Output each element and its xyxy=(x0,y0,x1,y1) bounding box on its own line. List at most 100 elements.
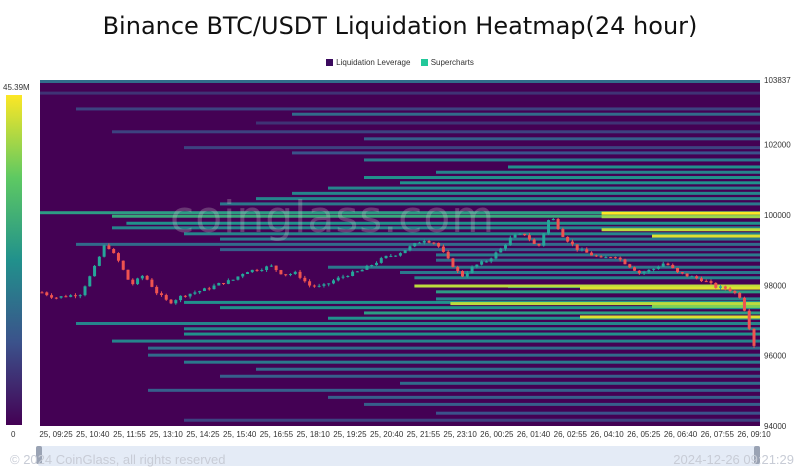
candle-body xyxy=(255,269,259,271)
candle-body xyxy=(73,295,77,297)
hot-liquidation-level xyxy=(601,215,760,219)
chart-legend: Liquidation Leverage Supercharts xyxy=(0,58,800,67)
liquidation-level-band xyxy=(328,265,760,269)
candle-body xyxy=(408,246,412,251)
candle-body xyxy=(742,297,746,311)
candle-body xyxy=(451,258,455,268)
liquidation-level-band xyxy=(112,130,760,134)
candle-body xyxy=(747,310,751,329)
candle-body xyxy=(551,218,555,221)
candle-body xyxy=(140,275,144,279)
candle-body xyxy=(594,255,598,257)
liquidation-level-band xyxy=(364,137,760,141)
x-tick-label: 25, 15:40 xyxy=(223,430,257,439)
candle-body xyxy=(164,295,168,300)
candle-body xyxy=(623,259,627,265)
y-tick-label: 94000 xyxy=(764,422,787,431)
candle-body xyxy=(628,264,632,268)
x-axis-ticks: 25, 09:25 25, 10:40 25, 11:55 25, 13:10 25, … xyxy=(39,430,771,439)
liquidation-level-band xyxy=(76,321,760,325)
candle-body xyxy=(709,281,713,283)
candle-body xyxy=(336,277,340,281)
candle-body xyxy=(590,252,594,256)
hot-liquidation-level xyxy=(601,228,760,232)
x-tick-label: 26, 04:10 xyxy=(590,430,624,439)
liquidation-level-band xyxy=(256,367,760,371)
candle-body xyxy=(723,286,727,289)
candle-body xyxy=(389,255,393,257)
candle-body xyxy=(341,276,345,278)
candle-body xyxy=(112,249,116,254)
candle-body xyxy=(269,265,273,267)
hot-liquidation-level xyxy=(580,315,760,319)
x-tick-label: 26, 07:55 xyxy=(701,430,735,439)
candle-body xyxy=(116,253,120,261)
x-tick-label: 26, 00:25 xyxy=(480,430,514,439)
candle-body xyxy=(274,265,278,271)
candle-body xyxy=(155,286,159,294)
candle-body xyxy=(666,263,670,265)
candle-body xyxy=(699,278,703,282)
candle-body xyxy=(169,299,173,304)
candle-body xyxy=(88,276,92,287)
candle-body xyxy=(704,281,708,283)
candle-body xyxy=(714,282,718,288)
candle-body xyxy=(523,233,527,236)
time-range-scroller[interactable] xyxy=(38,446,760,466)
candle-body xyxy=(298,271,302,278)
x-tick-label: 25, 18:10 xyxy=(296,430,330,439)
liquidation-level-band xyxy=(256,121,760,125)
candle-body xyxy=(527,235,531,240)
candle-body xyxy=(532,239,536,244)
legend-item-supercharts[interactable]: Supercharts xyxy=(420,58,474,67)
liquidation-level-band xyxy=(436,290,760,294)
liquidation-level-band xyxy=(292,151,760,155)
candle-body xyxy=(250,269,254,273)
candle-body xyxy=(427,240,431,243)
candle-body xyxy=(179,295,183,301)
candle-body xyxy=(374,262,378,266)
colorbar-max-label: 45.39M xyxy=(3,83,30,92)
candle-body xyxy=(680,272,684,274)
x-tick-label: 25, 21:55 xyxy=(407,430,441,439)
footer-copyright: © 2024 CoinGlass, all rights reserved xyxy=(10,452,226,467)
liquidation-level-band xyxy=(184,232,760,236)
candle-body xyxy=(685,273,689,277)
liquidation-level-band xyxy=(220,374,760,378)
candle-body xyxy=(260,270,264,272)
legend-item-liquidation-leverage[interactable]: Liquidation Leverage xyxy=(326,58,413,67)
liquidation-level-band xyxy=(364,158,760,162)
liquidation-level-band xyxy=(328,186,760,190)
footer-datetime: 2024-12-26 09:21:29 xyxy=(673,452,794,467)
liquidation-level-band xyxy=(76,242,760,246)
liquidation-level-band xyxy=(40,91,760,95)
candle-body xyxy=(293,271,297,274)
candle-body xyxy=(360,269,364,272)
liquidation-level-band xyxy=(436,170,760,174)
candle-body xyxy=(647,269,651,272)
candle-body xyxy=(470,266,474,273)
candle-body xyxy=(575,244,579,250)
candle-body xyxy=(317,285,321,287)
candle-body xyxy=(365,265,369,270)
candle-body xyxy=(413,243,417,247)
candle-body xyxy=(585,249,589,253)
candle-body xyxy=(284,274,288,276)
candle-body xyxy=(64,296,68,298)
candle-body xyxy=(121,260,125,270)
candle-body xyxy=(40,292,44,294)
candle-body xyxy=(226,280,230,284)
candle-body xyxy=(107,245,111,250)
scroller-left-handle[interactable] xyxy=(36,446,42,464)
candle-body xyxy=(93,265,97,277)
liquidation-level-band xyxy=(436,253,760,257)
candle-body xyxy=(499,248,503,253)
candle-body xyxy=(618,257,622,260)
x-tick-label: 25, 10:40 xyxy=(76,430,110,439)
candle-body xyxy=(613,257,617,259)
scroller-right-handle[interactable] xyxy=(754,446,760,464)
candle-body xyxy=(136,278,140,285)
candle-body xyxy=(599,256,603,258)
candle-body xyxy=(465,272,469,277)
